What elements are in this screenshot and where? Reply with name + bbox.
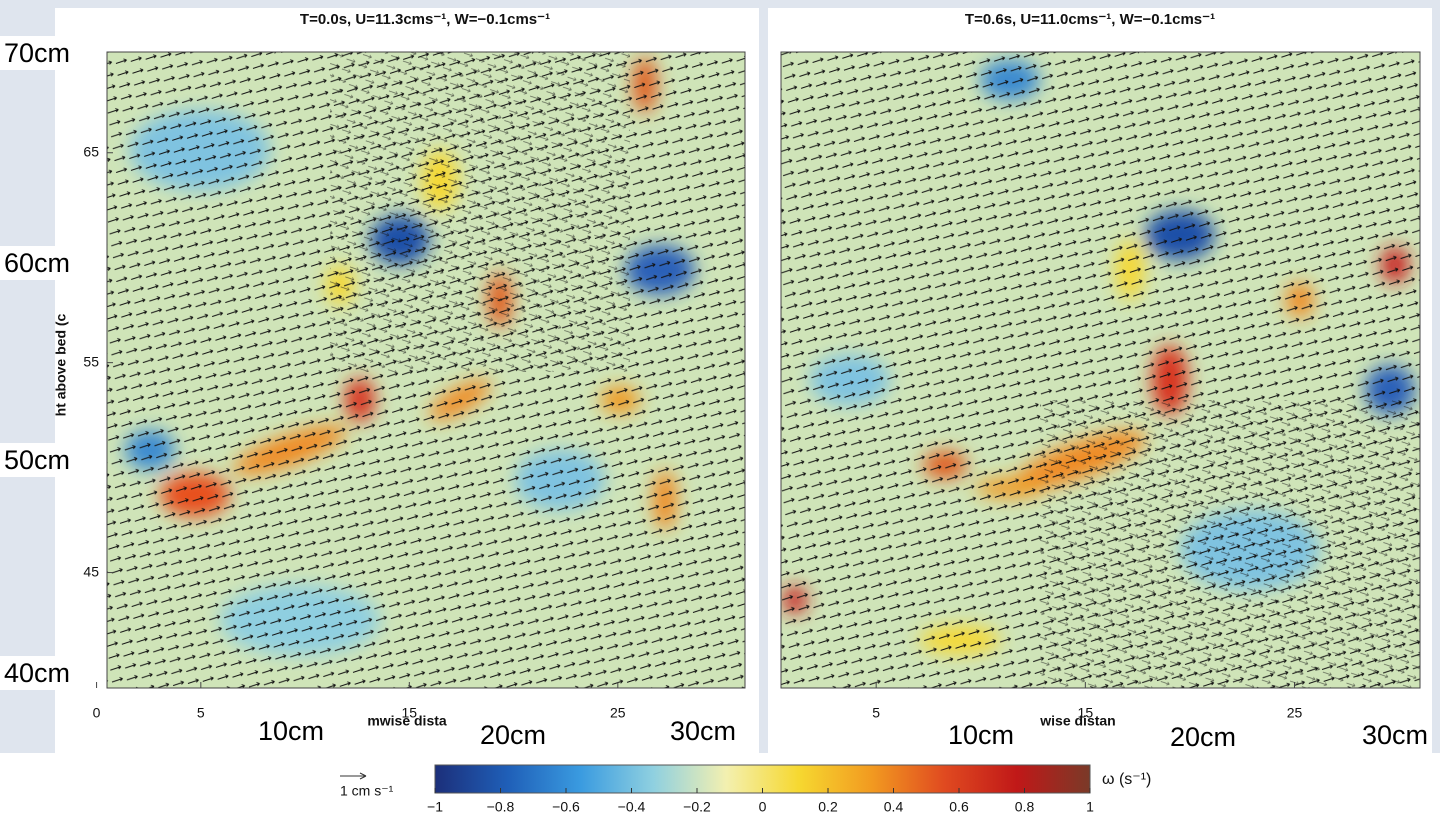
- annotation: 70cm: [0, 36, 75, 70]
- y-tick-label: 65: [83, 143, 99, 159]
- colorbar-tick-label: 0.2: [818, 799, 838, 815]
- annotation: 60cm: [0, 246, 75, 280]
- x-axis-label: wise distan: [1039, 713, 1115, 729]
- annotation: 50cm: [0, 443, 75, 477]
- colorbar-tick-label: 0.4: [884, 799, 904, 815]
- chart-title: T=0.0s, U=11.3cms⁻¹, W=−0.1cms⁻¹: [300, 11, 550, 28]
- colorbar-tick-label: 1: [1086, 799, 1094, 815]
- x-tick-label: 25: [610, 705, 626, 721]
- x-tick-label: 15: [402, 705, 418, 721]
- colorbar-tick-label: −0.8: [487, 799, 515, 815]
- x-tick-label: 5: [872, 705, 880, 721]
- x-tick-label: 5: [197, 705, 205, 721]
- colorbar-tick-label: −0.6: [552, 799, 580, 815]
- colorbar-label: ω (s⁻¹): [1102, 771, 1151, 788]
- x-tick-label: 25: [1287, 705, 1303, 721]
- vorticity-field: [107, 52, 745, 688]
- axes-frame: [106, 51, 746, 689]
- annotation: 20cm: [1166, 720, 1241, 754]
- colorbar-tick-label: −1: [427, 799, 443, 815]
- x-tick-label: 15: [1078, 705, 1094, 721]
- y-tick-label: 55: [83, 353, 99, 369]
- quiver-key-arrow: [359, 772, 367, 780]
- colorbar-tick-label: 0: [759, 799, 767, 815]
- y-axis-label: ht above bed (c: [53, 313, 69, 416]
- annotation: 30cm: [666, 714, 741, 748]
- annotation: 10cm: [254, 714, 329, 748]
- y-tick-label: 45: [83, 563, 99, 579]
- vector-arrows: [330, 52, 630, 372]
- colorbar-tick-label: 0.8: [1015, 799, 1035, 815]
- annotation: 40cm: [0, 656, 75, 690]
- quiver-key-label: 1 cm s⁻¹: [340, 783, 394, 799]
- x-tick-label: 0: [93, 705, 101, 721]
- colorbar-tick-label: −0.4: [618, 799, 646, 815]
- colorbar-tick-label: −0.2: [683, 799, 711, 815]
- x-axis-label: mwise dista: [367, 713, 447, 729]
- annotation: 20cm: [476, 718, 551, 752]
- chart-title: T=0.6s, U=11.0cms⁻¹, W=−0.1cms⁻¹: [965, 11, 1215, 28]
- annotation: 30cm: [1358, 718, 1433, 752]
- annotation: 10cm: [944, 718, 1019, 752]
- vector-arrows: [1040, 400, 1420, 688]
- axes-frame: [780, 51, 1421, 689]
- vorticity-field: [781, 52, 1420, 688]
- colorbar-tick-label: 0.6: [949, 799, 969, 815]
